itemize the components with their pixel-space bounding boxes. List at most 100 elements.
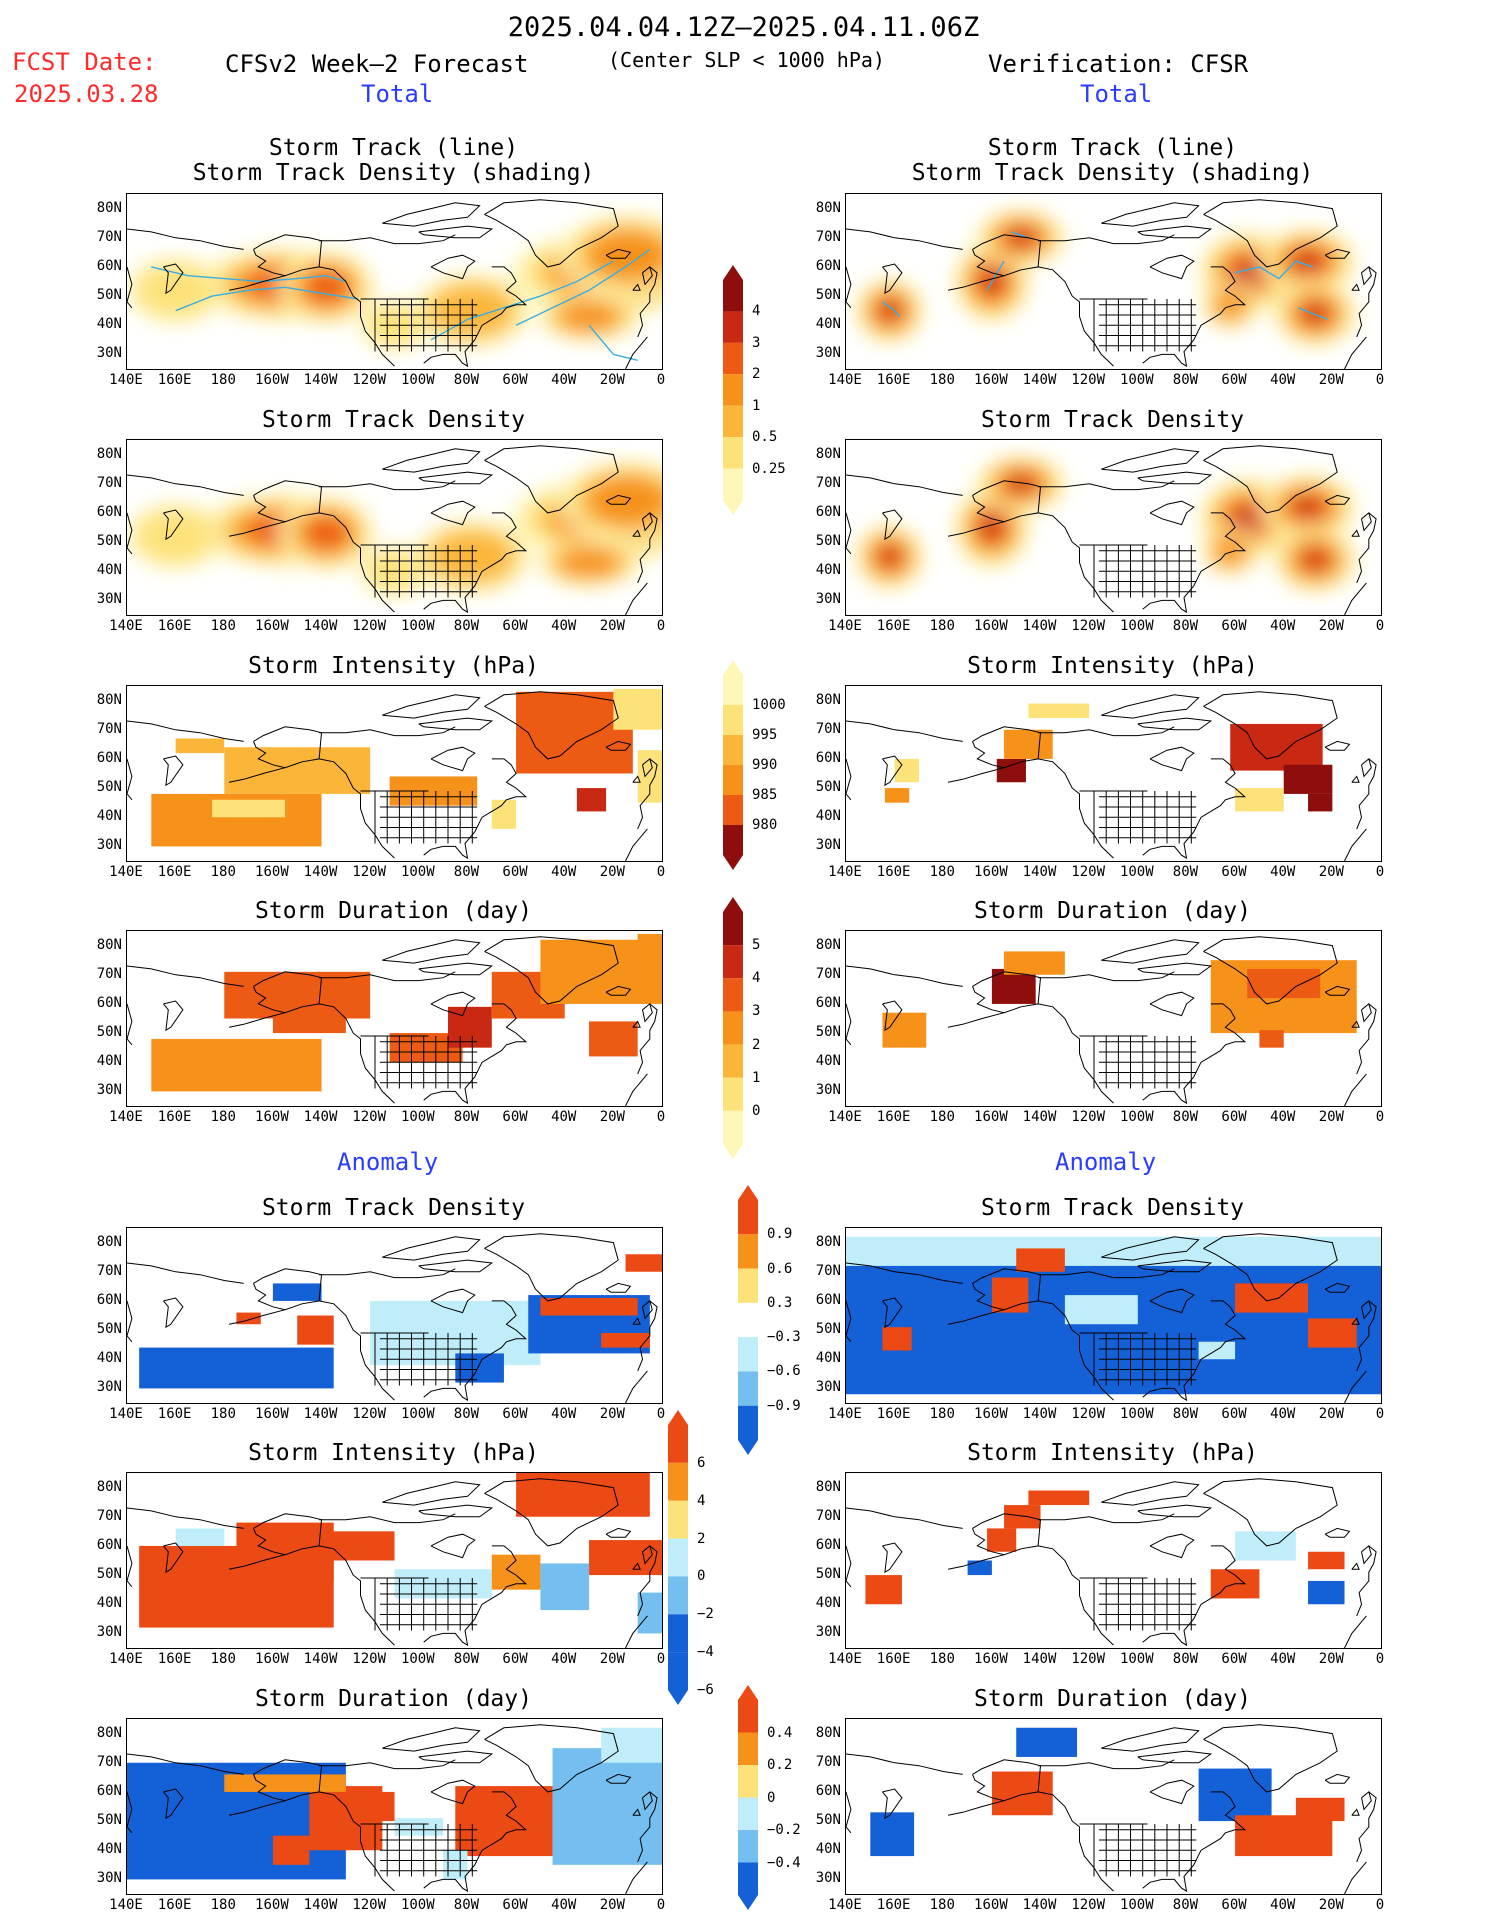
coastline <box>382 1481 481 1506</box>
lon-label: 140E <box>109 1897 143 1913</box>
colorbar-label: 1000 <box>752 697 786 713</box>
lon-label: 20W <box>599 1897 625 1913</box>
coastline <box>1361 512 1372 532</box>
lat-label: 70N <box>96 228 122 245</box>
coastline <box>605 1527 632 1538</box>
grid-cell <box>455 1786 553 1857</box>
grid-cell <box>991 1277 1029 1313</box>
coastline <box>228 1800 286 1816</box>
lon-label: 40W <box>551 372 577 388</box>
lon-label: 80W <box>453 1406 480 1422</box>
coastline <box>127 474 244 496</box>
colorbar-arrow-bottom <box>723 855 743 870</box>
colorbar-segment <box>723 1110 743 1144</box>
colorbar-segment <box>723 705 743 735</box>
lon-label: 0 <box>1375 618 1385 634</box>
coastline <box>1361 758 1372 778</box>
lat-label: 50N <box>96 1566 122 1583</box>
coastline <box>1361 1791 1372 1811</box>
coastline <box>1356 266 1377 338</box>
coastline <box>846 1003 852 1046</box>
coastline <box>632 283 641 291</box>
coastline <box>642 1003 653 1023</box>
storm-track-line <box>175 286 359 312</box>
coastline <box>319 1268 456 1279</box>
coastline <box>846 266 852 309</box>
colorbar-label: 0.2 <box>767 1757 793 1773</box>
lon-label: 160W <box>255 372 289 388</box>
density-blob <box>559 302 619 331</box>
colorbar-segment <box>723 912 743 946</box>
lat-label: 30N <box>96 1379 122 1396</box>
coastline <box>1344 336 1367 369</box>
lat-label: 40N <box>815 808 841 825</box>
lon-label: 160E <box>876 1651 911 1667</box>
coastline <box>882 263 903 295</box>
coastline <box>430 991 476 1017</box>
lon-label: 160E <box>876 1406 911 1422</box>
panel-title-duration-anom-r: Storm Duration (day) <box>974 1686 1251 1712</box>
lon-label: 120W <box>352 1897 387 1913</box>
density-anom-L-map <box>126 1227 663 1404</box>
lat-label: 50N <box>815 1321 841 1338</box>
coastline <box>1356 1300 1377 1372</box>
lon-label: 140W <box>303 864 338 880</box>
grid-cell <box>552 1748 662 1865</box>
coastline <box>882 1788 903 1820</box>
lon-label: 140E <box>109 864 143 880</box>
lon-label: 100W <box>400 1406 435 1422</box>
lon-label: 20W <box>1318 1406 1344 1422</box>
lon-label: 160E <box>157 1651 192 1667</box>
lon-label: 80W <box>1172 372 1199 388</box>
coastline <box>846 1507 963 1529</box>
grid-cell <box>882 1327 912 1351</box>
lat-label: 80N <box>96 1724 122 1741</box>
colorbar-label: 990 <box>752 757 778 773</box>
coastline <box>605 1282 632 1293</box>
coastline <box>637 1791 658 1863</box>
colorbar-segment <box>723 374 743 406</box>
density-blob <box>879 546 900 567</box>
lat-label: 40N <box>815 1350 841 1367</box>
colorbar-segment <box>723 342 743 375</box>
colorbar-segment <box>738 1234 758 1269</box>
coastline <box>163 1788 184 1820</box>
lat-label: 80N <box>96 1233 122 1250</box>
lat-label: 50N <box>96 1321 122 1338</box>
lon-label: 0 <box>656 1651 666 1667</box>
lon-label: 140E <box>109 1406 143 1422</box>
coastline <box>1324 1527 1351 1538</box>
lon-label: 140E <box>109 1109 143 1125</box>
lon-label: 140E <box>828 864 862 880</box>
grid-cell <box>1235 1283 1309 1313</box>
colorbar-arrow-bottom <box>738 1895 758 1910</box>
grid-cell <box>1308 998 1357 1028</box>
coastline <box>127 1753 244 1775</box>
lon-label: 20W <box>599 1406 625 1422</box>
coastline <box>430 500 476 526</box>
lat-label: 30N <box>815 1082 841 1099</box>
coastline <box>430 1533 476 1559</box>
lon-label: 40W <box>1270 1109 1296 1125</box>
coastline <box>642 1545 653 1565</box>
forecast-title: CFSv2 Week–2 Forecast <box>225 50 529 78</box>
colorbar-segment <box>738 1797 758 1830</box>
lat-label: 30N <box>96 837 122 854</box>
lat-label: 40N <box>96 1350 122 1367</box>
lon-label: 100W <box>1119 1109 1154 1125</box>
lon-label: 140E <box>828 1406 862 1422</box>
coastline <box>1203 936 1338 1005</box>
coastline <box>642 1300 653 1320</box>
colorbar-segment <box>723 468 743 500</box>
lon-label: 80W <box>1172 1109 1199 1125</box>
coastline <box>418 471 494 485</box>
grid-cell <box>175 1528 225 1546</box>
lon-label: 160W <box>255 618 289 634</box>
verification-title: Verification: CFSR <box>988 50 1249 78</box>
coastline <box>947 1800 1005 1816</box>
colorbar-label: −2 <box>697 1606 714 1623</box>
lon-label: 160E <box>876 618 911 634</box>
coastline <box>1038 726 1175 737</box>
grid-cell <box>491 799 517 829</box>
coastline <box>1038 1759 1175 1770</box>
